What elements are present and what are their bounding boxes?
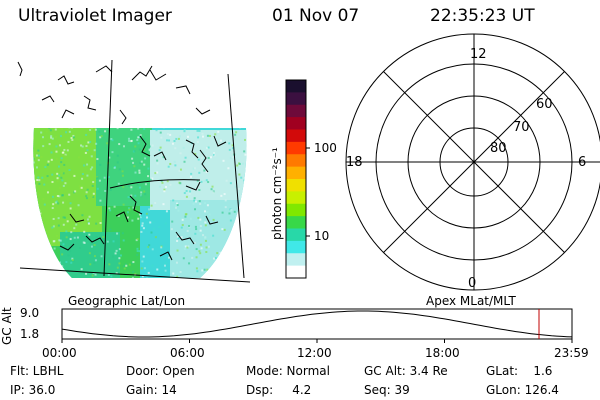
mlt-label-bottom: 0 (468, 276, 477, 291)
status-glat: GLat: 1.6 (486, 364, 553, 378)
colorbar-band (286, 179, 306, 192)
colorbar-label-100: 100 (314, 141, 337, 155)
mlat-label-80: 80 (490, 141, 507, 156)
colorbar-band (286, 141, 306, 155)
altitude-ylabel: GC Alt (0, 307, 14, 345)
time-tick-2359: 23:59 (554, 346, 589, 360)
colorbar-band (286, 92, 306, 106)
status-gain: Gain: 14 (126, 383, 177, 397)
polar-diagonal-2 (383, 71, 565, 253)
observation-time: 22:35:23 UT (430, 6, 535, 26)
colorbar-band (286, 80, 306, 93)
mlat-label-60: 60 (536, 97, 553, 112)
mlt-label-left: 18 (346, 155, 363, 170)
colorbar-band (286, 166, 306, 180)
time-tick-0600: 06:00 (170, 346, 205, 360)
altitude-curve (61, 310, 573, 338)
time-tick-1200: 12:00 (297, 346, 332, 360)
colorbar-band (286, 240, 306, 254)
colorbar-band (286, 265, 306, 279)
geo-grid-lines (19, 59, 251, 283)
colorbar-band (286, 129, 306, 143)
status-filter: Flt: LBHL (10, 364, 64, 378)
geographic-label: Geographic Lat/Lon (68, 294, 186, 308)
status-ip: IP: 36.0 (10, 383, 56, 397)
observation-date: 01 Nov 07 (272, 6, 360, 26)
mlt-label-top: 12 (470, 47, 487, 62)
colorbar-gradient (286, 80, 306, 279)
altitude-x-ticks (61, 339, 573, 343)
colorbar-label-10: 10 (314, 229, 330, 243)
altitude-ytick-min: 1.8 (20, 327, 40, 341)
status-glon: GLon: 126.4 (486, 383, 559, 397)
colorbar-frame (285, 79, 307, 279)
status-door: Door: Open (126, 364, 195, 378)
time-tick-0000: 00:00 (42, 346, 77, 360)
coastlines (17, 61, 227, 261)
mlat-label-70: 70 (513, 120, 530, 135)
colorbar-band (286, 104, 306, 118)
colorbar-band (286, 216, 306, 229)
altitude-ytick-max: 9.0 (20, 306, 40, 320)
colorbar-band (286, 228, 306, 242)
status-dsp: Dsp: 4.2 (246, 383, 312, 397)
status-seq: Seq: 39 (364, 383, 410, 397)
mlt-label-right: 6 (578, 155, 587, 170)
colorbar-band (286, 253, 306, 267)
apex-label: Apex MLat/MLT (426, 294, 516, 308)
colorbar-band (286, 117, 306, 130)
instrument-title: Ultraviolet Imager (18, 6, 172, 26)
colorbar-band (286, 203, 306, 217)
colorbar-band (286, 154, 306, 168)
status-mode: Mode: Normal (246, 364, 330, 378)
status-gc-alt: GC Alt: 3.4 Re (364, 364, 448, 378)
time-tick-1800: 18:00 (425, 346, 460, 360)
colorbar-band (286, 191, 306, 205)
